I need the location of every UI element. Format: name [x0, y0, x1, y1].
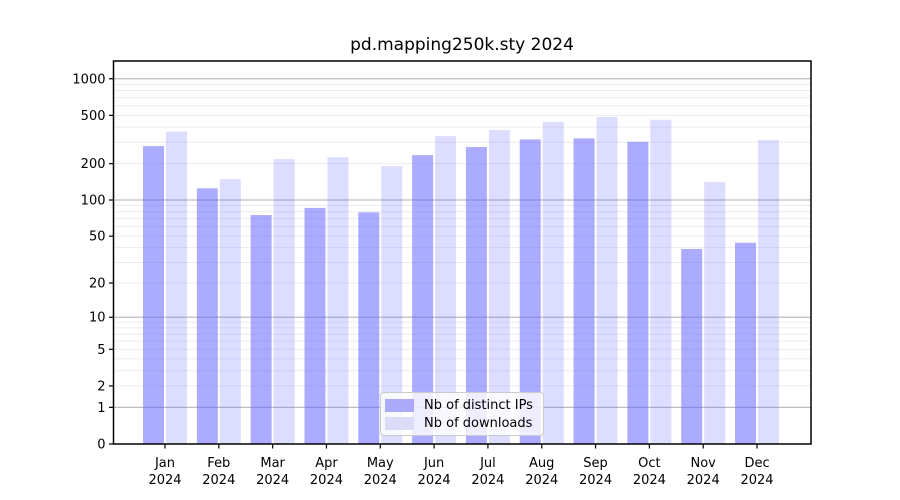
- x-tick-label-Sep: Sep 2024: [579, 456, 612, 488]
- y-tick-label: 100: [81, 194, 106, 209]
- bar-downloads-Dec: [758, 140, 780, 444]
- y-tick-label: 200: [81, 157, 106, 172]
- bar-downloads-May: [381, 166, 403, 444]
- bar-distinct-ips-Jul: [465, 147, 487, 444]
- bar-distinct-ips-Aug: [519, 139, 541, 444]
- y-tick-label: 20: [89, 277, 106, 292]
- x-tick-label-Dec: Dec 2024: [740, 456, 773, 488]
- y-tick-label: 1: [97, 401, 105, 416]
- bar-distinct-ips-Nov: [681, 248, 703, 444]
- legend-label-distinct-ips: Nb of distinct IPs: [424, 397, 533, 413]
- bar-downloads-Jul: [488, 130, 510, 444]
- y-tick-label: 500: [81, 109, 106, 124]
- bar-downloads-Jun: [435, 136, 457, 444]
- bar-distinct-ips-Oct: [627, 141, 649, 445]
- legend-label-downloads: Nb of downloads: [424, 415, 533, 431]
- y-tick-label: 0: [97, 438, 105, 453]
- x-tick-label-Mar: Mar 2024: [256, 456, 289, 488]
- legend-item-distinct-ips: Nb of distinct IPs: [385, 398, 543, 413]
- bar-downloads-Nov: [704, 182, 726, 445]
- bar-distinct-ips-Feb: [196, 188, 218, 444]
- bar-downloads-Apr: [327, 157, 349, 444]
- axes-spines: [112, 60, 812, 445]
- bar-downloads-Feb: [219, 179, 241, 444]
- bar-downloads-Aug: [542, 121, 564, 444]
- bar-distinct-ips-Jun: [412, 155, 434, 445]
- y-tick-label: 50: [89, 230, 106, 245]
- legend-swatch-downloads: [385, 416, 414, 430]
- legend-swatch-distinct-ips: [385, 398, 414, 412]
- bar-downloads-Jan: [166, 131, 187, 444]
- y-tick-label: 10: [89, 311, 106, 326]
- bar-downloads-Sep: [596, 116, 618, 445]
- x-tick-label-May: May 2024: [364, 456, 397, 488]
- x-tick-label-Oct: Oct 2024: [633, 456, 666, 488]
- x-tick-label-Nov: Nov 2024: [687, 456, 720, 488]
- x-tick-label-Aug: Aug 2024: [525, 456, 558, 488]
- x-tick-label-Feb: Feb 2024: [202, 456, 235, 488]
- x-tick-label-Jul: Jul 2024: [471, 456, 504, 488]
- bar-distinct-ips-Sep: [573, 138, 595, 444]
- legend-item-downloads: Nb of downloads: [385, 416, 543, 431]
- x-tick-label-Apr: Apr 2024: [310, 456, 343, 488]
- bar-distinct-ips-Jan: [143, 146, 164, 445]
- bar-distinct-ips-Apr: [304, 207, 326, 444]
- bar-downloads-Oct: [650, 119, 672, 444]
- bar-downloads-Mar: [273, 159, 295, 445]
- y-tick-label: 2: [97, 379, 105, 394]
- chart-title: pd.mapping250k.sty 2024: [350, 35, 574, 55]
- y-tick-label: 1000: [72, 72, 105, 87]
- x-tick-label-Jan: Jan 2024: [148, 456, 181, 488]
- bar-distinct-ips-Mar: [250, 215, 272, 444]
- bar-distinct-ips-May: [358, 212, 380, 444]
- x-tick-label-Jun: Jun 2024: [418, 456, 451, 488]
- legend: Nb of distinct IPs Nb of downloads: [380, 392, 544, 436]
- bar-distinct-ips-Dec: [735, 242, 757, 444]
- y-tick-label: 5: [97, 343, 105, 358]
